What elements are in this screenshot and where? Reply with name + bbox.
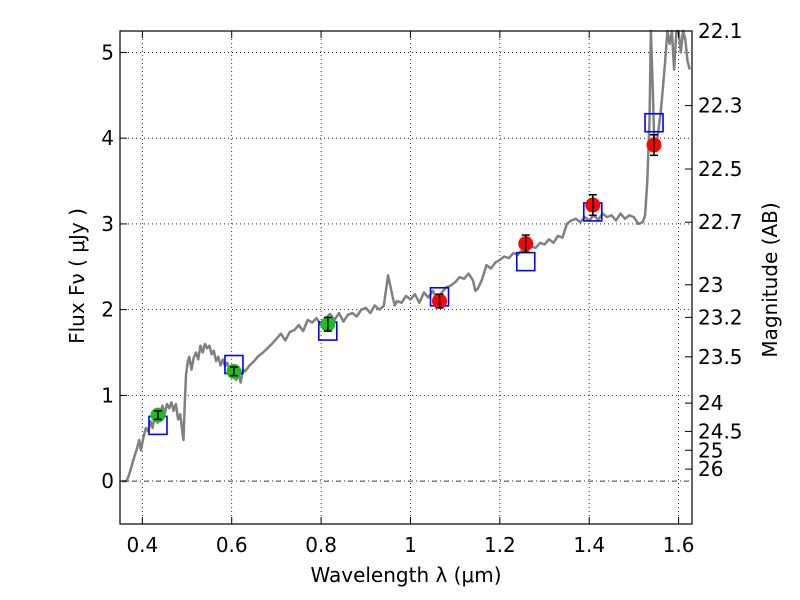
y-tick-label: 2 — [101, 298, 114, 322]
y-tick-label: 0 — [101, 469, 114, 493]
photometry-series — [150, 133, 662, 423]
y2-tick-label: 23.5 — [698, 345, 743, 369]
y2-axis-title: Magnitude (AB) — [758, 202, 782, 357]
x-axis: 0.4 0.6 0.8 1 1.2 1.4 1.6 — [126, 31, 695, 557]
grid — [120, 31, 692, 524]
x-tick-label: 1.6 — [663, 533, 695, 557]
y-axis-title: Flux Fν ( μJy ) — [65, 208, 89, 344]
y2-tick-label: 26 — [698, 457, 723, 481]
spectrum-series — [122, 29, 692, 483]
y2-tick-label: 22.1 — [698, 19, 743, 43]
model-square — [644, 112, 664, 133]
model-square — [515, 251, 536, 272]
y2-tick-label: 23 — [698, 273, 723, 297]
x-tick-label: 0.4 — [126, 533, 158, 557]
y-tick-label: 3 — [101, 212, 114, 236]
y2-tick-label: 24.5 — [698, 419, 743, 443]
model-series — [148, 112, 664, 436]
spectrum-line — [122, 29, 692, 483]
y-tick-label: 4 — [101, 126, 114, 150]
y2-tick-label: 25 — [698, 438, 723, 462]
y2-tick-label: 23.2 — [698, 305, 743, 329]
y-tick-label: 1 — [101, 383, 114, 407]
x-tick-label: 1.2 — [484, 533, 516, 557]
x-tick-label: 0.6 — [216, 533, 248, 557]
y-axis: 0 1 2 3 4 5 — [101, 40, 127, 493]
y2-tick-label: 22.3 — [698, 94, 743, 118]
x-tick-label: 1.4 — [573, 533, 605, 557]
x-tick-label: 1 — [404, 533, 417, 557]
y2-tick-label: 22.5 — [698, 157, 743, 181]
y-tick-label: 5 — [101, 40, 114, 64]
x-tick-label: 0.8 — [305, 533, 337, 557]
x-axis-title: Wavelength λ (μm) — [310, 563, 501, 587]
y2-tick-label: 24 — [698, 391, 723, 415]
y2-tick-label: 22.7 — [698, 210, 743, 234]
plot-frame — [119, 30, 693, 525]
